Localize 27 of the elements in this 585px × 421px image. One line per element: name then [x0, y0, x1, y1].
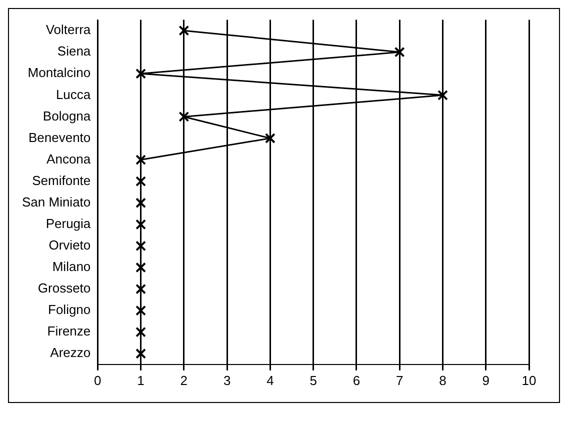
x-tick-label: 8	[439, 372, 446, 388]
x-tick-label: 0	[94, 372, 102, 388]
x-tick-label: 1	[137, 372, 144, 388]
x-tick-label: 5	[310, 372, 317, 388]
y-tick-label: Milano	[52, 259, 91, 274]
y-tick-label: Montalcino	[28, 65, 91, 80]
y-tick-label: Perugia	[46, 216, 92, 231]
y-tick-label: Foligno	[48, 302, 91, 318]
x-tick-label: 6	[352, 372, 360, 388]
y-tick-label: Firenze	[47, 324, 91, 339]
y-tick-label: Lucca	[56, 86, 92, 102]
x-tick-label: 4	[266, 372, 274, 388]
y-tick-label: Volterra	[46, 22, 92, 38]
x-tick-label: 2	[180, 372, 188, 388]
x-tick-label: 10	[522, 372, 536, 388]
x-tick-label: 9	[482, 372, 490, 388]
y-tick-label: Semifonte	[32, 172, 91, 188]
y-tick-label: Arezzo	[50, 345, 91, 360]
y-tick-label: Bologna	[42, 108, 92, 124]
x-tick-label: 7	[396, 372, 404, 388]
y-tick-label: San Miniato	[22, 194, 91, 210]
y-tick-label: Benevento	[28, 130, 91, 145]
y-tick-label: Orvieto	[48, 238, 91, 253]
x-tick-label: 3	[223, 372, 231, 388]
y-tick-label: Ancona	[46, 151, 92, 166]
y-tick-label: Siena	[57, 44, 92, 59]
y-tick-label: Grosseto	[38, 280, 91, 296]
